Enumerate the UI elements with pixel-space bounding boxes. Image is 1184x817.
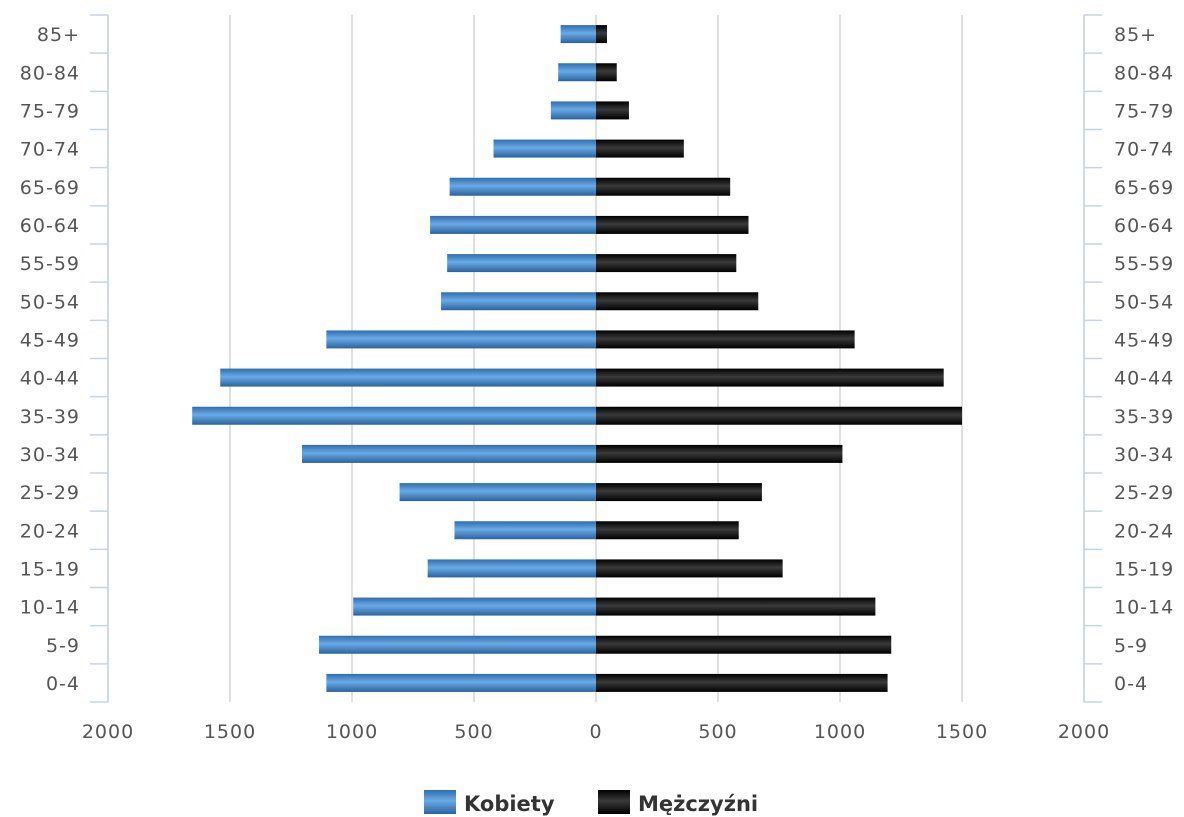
legend-item[interactable]: Mężczyźni bbox=[598, 790, 758, 816]
category-label-right: 0-4 bbox=[1114, 673, 1148, 695]
bar-kobiety bbox=[427, 559, 596, 578]
category-label-left: 50-54 bbox=[20, 291, 80, 313]
category-label-left: 25-29 bbox=[20, 482, 80, 504]
category-label-right: 15-19 bbox=[1114, 558, 1174, 580]
category-label-right: 55-59 bbox=[1114, 253, 1174, 275]
category-label-right: 85+ bbox=[1114, 24, 1157, 46]
bar-kobiety bbox=[454, 521, 596, 540]
bar-mezczyzni bbox=[596, 139, 684, 158]
category-label-right: 60-64 bbox=[1114, 215, 1174, 237]
x-tick-label: 1000 bbox=[814, 721, 866, 743]
bar-mezczyzni bbox=[596, 292, 759, 311]
bar-mezczyzni bbox=[596, 597, 876, 616]
bar-kobiety bbox=[550, 101, 596, 120]
x-tick-label: 0 bbox=[589, 721, 602, 743]
category-label-left: 75-79 bbox=[20, 100, 80, 122]
category-label-left: 5-9 bbox=[46, 635, 80, 657]
bar-kobiety bbox=[353, 597, 596, 616]
category-label-left: 40-44 bbox=[20, 368, 80, 390]
legend-label: Mężczyźni bbox=[638, 792, 758, 816]
bar-kobiety bbox=[560, 25, 596, 44]
category-label-left: 65-69 bbox=[20, 177, 80, 199]
legend-item[interactable]: Kobiety bbox=[424, 790, 555, 816]
bar-kobiety bbox=[301, 444, 596, 463]
category-label-right: 30-34 bbox=[1114, 444, 1174, 466]
bar-mezczyzni bbox=[596, 215, 749, 234]
bar-kobiety bbox=[449, 177, 596, 196]
category-label-left: 70-74 bbox=[20, 139, 80, 161]
category-label-left: 45-49 bbox=[20, 329, 80, 351]
bar-mezczyzni bbox=[596, 521, 739, 540]
category-label-right: 25-29 bbox=[1114, 482, 1174, 504]
bar-mezczyzni bbox=[596, 406, 962, 425]
bar-kobiety bbox=[326, 330, 596, 349]
category-label-right: 40-44 bbox=[1114, 368, 1174, 390]
category-label-right: 65-69 bbox=[1114, 177, 1174, 199]
bar-kobiety bbox=[399, 483, 596, 502]
category-label-left: 15-19 bbox=[20, 558, 80, 580]
bar-kobiety bbox=[447, 254, 596, 273]
category-label-right: 50-54 bbox=[1114, 291, 1174, 313]
bar-mezczyzni bbox=[596, 177, 731, 196]
category-label-right: 35-39 bbox=[1114, 406, 1174, 428]
bar-mezczyzni bbox=[596, 368, 944, 387]
category-label-right: 5-9 bbox=[1114, 635, 1148, 657]
bar-mezczyzni bbox=[596, 254, 737, 273]
bar-mezczyzni bbox=[596, 483, 762, 502]
category-label-left: 60-64 bbox=[20, 215, 80, 237]
category-label-right: 20-24 bbox=[1114, 520, 1174, 542]
legend-swatch bbox=[598, 790, 630, 814]
category-label-right: 70-74 bbox=[1114, 139, 1174, 161]
bar-kobiety bbox=[192, 406, 596, 425]
category-label-right: 80-84 bbox=[1114, 62, 1174, 84]
tick-labels: 2000 1500 1000 500 0 500 1000 1500 2000 85+ 85+ 80-… bbox=[20, 24, 1174, 743]
bar-kobiety bbox=[493, 139, 596, 158]
category-label-left: 10-14 bbox=[20, 597, 80, 619]
bar-mezczyzni bbox=[596, 101, 629, 120]
bar-kobiety bbox=[441, 292, 596, 311]
bar-kobiety bbox=[558, 63, 596, 82]
bar-kobiety bbox=[319, 635, 596, 654]
category-label-left: 85+ bbox=[37, 24, 80, 46]
bar-mezczyzni bbox=[596, 444, 843, 463]
bar-mezczyzni bbox=[596, 330, 855, 349]
x-tick-label: 1500 bbox=[204, 721, 256, 743]
category-label-left: 35-39 bbox=[20, 406, 80, 428]
bars bbox=[192, 25, 962, 692]
bar-mezczyzni bbox=[596, 559, 783, 578]
legend-swatch bbox=[424, 790, 456, 814]
bar-mezczyzni bbox=[596, 63, 617, 82]
bar-mezczyzni bbox=[596, 673, 888, 692]
category-label-left: 55-59 bbox=[20, 253, 80, 275]
category-label-left: 20-24 bbox=[20, 520, 80, 542]
x-tick-label: 500 bbox=[454, 721, 493, 743]
category-label-left: 80-84 bbox=[20, 62, 80, 84]
x-tick-label: 1000 bbox=[326, 721, 378, 743]
category-label-right: 10-14 bbox=[1114, 597, 1174, 619]
axes bbox=[90, 14, 1102, 703]
legend-label: Kobiety bbox=[464, 792, 555, 816]
bar-kobiety bbox=[326, 673, 596, 692]
x-tick-label: 500 bbox=[698, 721, 737, 743]
x-tick-label: 2000 bbox=[1058, 721, 1110, 743]
bar-mezczyzni bbox=[596, 25, 607, 44]
legend: Kobiety Mężczyźni bbox=[424, 790, 758, 816]
bar-mezczyzni bbox=[596, 635, 892, 654]
category-label-left: 0-4 bbox=[46, 673, 80, 695]
x-tick-label: 2000 bbox=[82, 721, 134, 743]
category-label-right: 75-79 bbox=[1114, 100, 1174, 122]
x-tick-label: 1500 bbox=[936, 721, 988, 743]
bar-kobiety bbox=[430, 215, 596, 234]
category-label-left: 30-34 bbox=[20, 444, 80, 466]
bar-kobiety bbox=[220, 368, 597, 387]
category-label-right: 45-49 bbox=[1114, 329, 1174, 351]
